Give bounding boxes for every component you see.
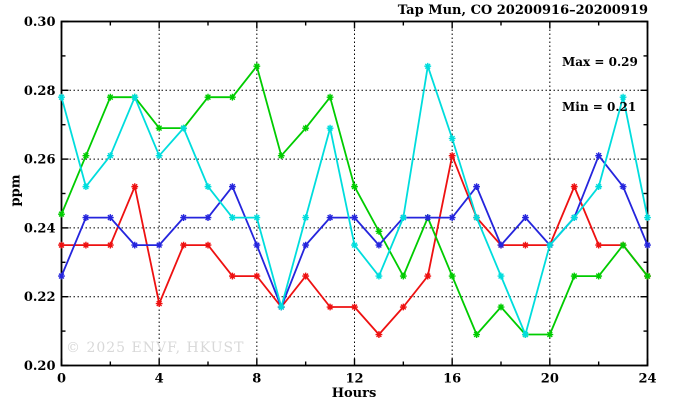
y-tick-label: 0.28 (24, 84, 56, 99)
y-tick-label: 0.26 (24, 153, 56, 168)
x-tick-label: 12 (345, 372, 363, 387)
series-cyan-markers (58, 62, 651, 338)
x-tick-label: 0 (57, 372, 66, 387)
watermark-text: © 2025 ENVF, HKUST (66, 340, 245, 356)
max-min-annotation: Max = 0.29 Min = 0.21 (562, 25, 638, 145)
series-blue-markers (58, 152, 651, 311)
x-tick-label: 24 (638, 372, 656, 387)
x-tick-label: 16 (443, 372, 461, 387)
chart-title: Tap Mun, CO 20200916–20200919 (397, 3, 648, 18)
min-annotation: Min = 0.21 (562, 100, 637, 114)
y-tick-label: 0.24 (24, 221, 56, 236)
y-tick-label: 0.22 (24, 290, 56, 305)
series-red-markers (58, 152, 651, 338)
x-tick-label: 8 (252, 372, 261, 387)
y-axis-label: ppm (8, 174, 24, 207)
max-annotation: Max = 0.29 (562, 55, 638, 69)
x-tick-label: 4 (155, 372, 164, 387)
plot-border (60, 20, 649, 367)
y-tick-label: 0.30 (24, 15, 56, 30)
y-tick-label: 0.20 (24, 359, 56, 374)
x-axis-label: Hours (331, 386, 377, 401)
x-tick-label: 20 (541, 372, 559, 387)
